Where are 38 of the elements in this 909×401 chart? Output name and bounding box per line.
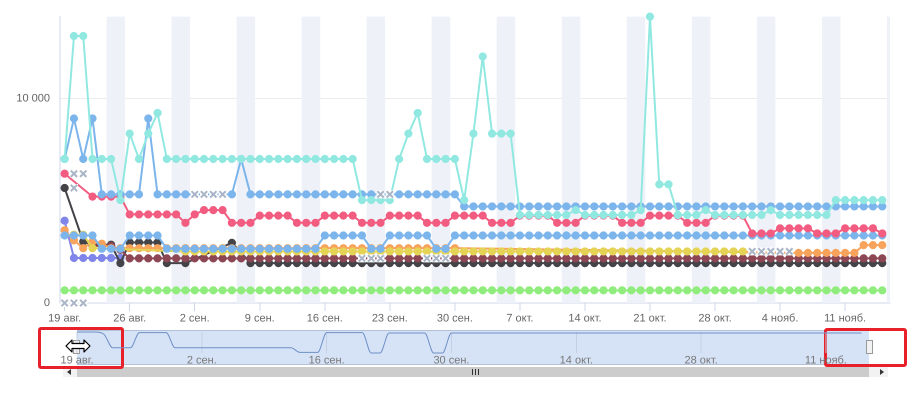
point	[88, 254, 97, 262]
x-tick-label: 11 нояб.	[824, 312, 866, 325]
y-tick-label: 0	[44, 297, 50, 310]
x-tick-label: 16 сен.	[306, 312, 343, 325]
x-tick-label: 28 окт.	[684, 354, 718, 367]
x-tick-label: 19 авг.	[60, 354, 94, 367]
point	[107, 254, 116, 262]
x-tick-label: 14 окт.	[568, 312, 602, 325]
point	[813, 248, 822, 257]
point	[840, 248, 850, 257]
x-tick-label: 28 окт.	[698, 312, 732, 325]
point	[60, 216, 69, 225]
x-tick-label: 14 окт.	[560, 354, 593, 367]
point	[860, 241, 868, 250]
point	[868, 241, 878, 250]
point	[832, 248, 840, 257]
x-tick-label: 9 сен.	[244, 312, 275, 325]
x-tick-label: 21 окт.	[633, 312, 667, 325]
point	[804, 248, 812, 257]
y-tick-label: 10 000	[16, 92, 50, 104]
x-tick-label: 30 сен.	[436, 312, 473, 325]
x-tick-label: 7 окт.	[506, 312, 534, 325]
x-tick-label: 30 сен.	[433, 354, 470, 367]
x-tick-label: 19 авг.	[48, 312, 82, 325]
x-tick-label: 26 авг.	[113, 312, 146, 325]
point	[98, 254, 106, 262]
point	[794, 248, 803, 257]
point	[70, 254, 78, 262]
x-tick-label: 2 сен.	[180, 312, 210, 325]
x-tick-label: 23 сен.	[372, 312, 408, 325]
x-tick-label: 4 нояб.	[762, 312, 798, 325]
point	[822, 248, 831, 257]
point	[79, 254, 88, 262]
x-tick-label: 16 сен.	[308, 354, 345, 367]
x-tick-label: 2 сен.	[186, 354, 217, 367]
point	[878, 241, 886, 250]
point	[850, 248, 858, 257]
point	[79, 244, 88, 252]
